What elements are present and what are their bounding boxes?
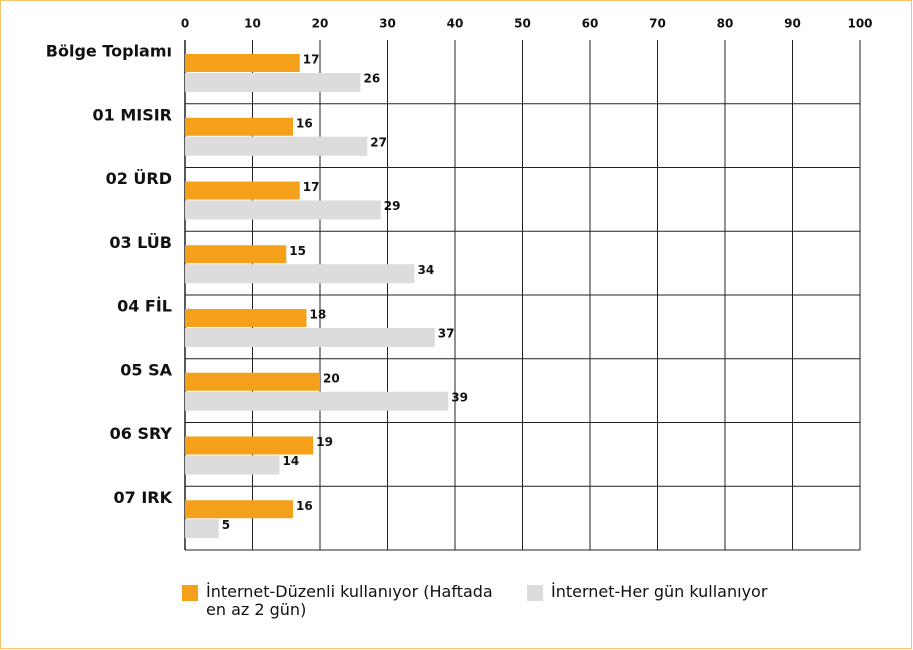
value-label: 17 (303, 53, 320, 67)
legend-swatch (527, 585, 543, 601)
bar (185, 519, 219, 539)
value-label: 19 (316, 435, 333, 449)
bar (185, 117, 293, 136)
x-tick-label: 90 (784, 17, 801, 31)
bar (185, 391, 449, 411)
x-tick-label: 100 (847, 17, 872, 31)
category-label: 06 SRY (110, 424, 173, 443)
value-label: 16 (296, 116, 313, 130)
x-tick-label: 20 (312, 17, 329, 31)
category-label: 03 LÜB (109, 233, 172, 252)
x-tick-label: 0 (181, 17, 189, 31)
value-label: 16 (296, 499, 313, 513)
category-label: 02 ÜRD (106, 169, 172, 188)
bar (185, 328, 435, 347)
category-label: 01 MISIR (92, 105, 172, 124)
value-label: 37 (438, 327, 455, 341)
bar (185, 309, 307, 327)
bar (185, 73, 361, 92)
category-label: 07 IRK (113, 488, 172, 507)
bar (185, 245, 287, 264)
x-tick-label: 50 (514, 17, 531, 31)
x-tick-label: 30 (379, 17, 396, 31)
value-label: 34 (418, 263, 435, 277)
x-tick-label: 10 (244, 17, 261, 31)
x-tick-label: 60 (582, 17, 599, 31)
x-tick-label: 70 (649, 17, 666, 31)
value-label: 20 (323, 371, 340, 385)
legend-label: İnternet-Her gün kullanıyor (551, 582, 768, 601)
value-label: 26 (364, 72, 381, 86)
legend-swatch (182, 585, 198, 601)
value-label: 15 (289, 244, 306, 258)
value-label: 14 (283, 454, 300, 468)
bar (185, 181, 300, 200)
bar (185, 455, 280, 475)
bar (185, 436, 314, 455)
value-label: 29 (384, 199, 401, 213)
value-label: 18 (310, 308, 327, 322)
bar (185, 200, 381, 220)
value-label: 27 (370, 135, 387, 149)
bar (185, 372, 320, 391)
legend-label: İnternet-Düzenli kullanıyor (Haftada en … (206, 582, 493, 619)
bar (185, 500, 293, 519)
x-tick-label: 80 (717, 17, 734, 31)
bar (185, 264, 415, 284)
bar (185, 136, 368, 156)
value-label: 5 (222, 518, 230, 532)
value-label: 39 (451, 390, 468, 404)
category-label: Bölge Toplamı (46, 42, 172, 61)
value-label: 17 (303, 180, 320, 194)
category-label: 05 SA (120, 360, 172, 379)
category-label: 04 FİL (117, 297, 172, 316)
x-tick-label: 40 (447, 17, 464, 31)
bar (185, 54, 300, 72)
